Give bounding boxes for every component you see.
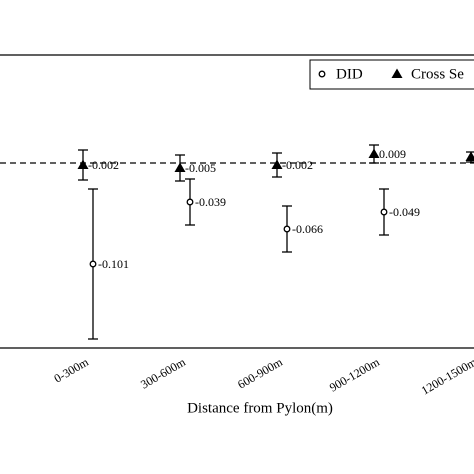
data-label: -0.005 [185,161,216,175]
legend-label: DID [336,66,363,82]
data-label: -0.039 [195,195,226,209]
data-label: -0.101 [98,257,129,271]
legend-label: Cross Se [411,66,464,82]
data-label: -0.049 [389,205,420,219]
legend-box [309,59,474,90]
x-tick-label: 0-300m [52,355,92,386]
point-marker [174,162,186,172]
point-marker [380,208,388,216]
data-label: -0.002 [88,158,119,172]
legend-marker [391,68,403,78]
x-axis-label: Distance from Pylon(m) [187,400,333,416]
point-marker [77,159,89,169]
point-marker [186,198,194,206]
point-marker [271,159,283,169]
data-label: -0.002 [282,158,313,172]
x-tick-label: 300-600m [138,355,188,392]
data-label: -0.066 [292,222,323,236]
data-label: 0.009 [379,147,406,161]
x-tick-label: 1200-1500m [419,355,474,398]
legend-marker [318,70,326,78]
x-tick-label: 900-1200m [327,355,382,395]
point-marker [465,151,474,161]
point-marker [368,148,380,158]
point-marker [283,225,291,233]
point-marker [89,260,97,268]
x-tick-label: 600-900m [235,355,285,392]
